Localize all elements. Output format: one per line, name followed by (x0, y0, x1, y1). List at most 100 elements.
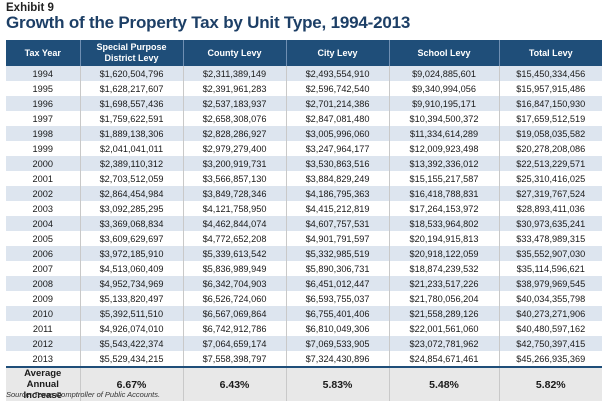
table-row: 1997 $1,759,622,591 $2,658,308,076 $2,847,0… (6, 111, 602, 126)
cell-school: $13,392,336,012 (389, 156, 500, 171)
cell-city: $2,596,742,540 (286, 81, 390, 96)
cell-school: $12,009,923,498 (389, 141, 500, 156)
cell-tax-year: 2007 (6, 261, 81, 276)
cell-total: $40,034,355,798 (499, 291, 602, 306)
cell-school: $20,194,915,813 (389, 231, 500, 246)
column-header-tax-year: Tax Year (6, 40, 81, 66)
average-label: Average Annual Increase (6, 366, 81, 401)
table-row: 2004 $3,369,068,834 $4,462,844,074 $4,607,7… (6, 216, 602, 231)
cell-special-purpose: $1,889,138,306 (80, 126, 184, 141)
column-header-school: School Levy (389, 40, 500, 66)
cell-tax-year: 2005 (6, 231, 81, 246)
table-row: 1999 $2,041,041,011 $2,979,279,400 $3,247,9… (6, 141, 602, 156)
cell-county: $3,200,919,731 (183, 156, 287, 171)
cell-school: $24,854,671,461 (389, 351, 500, 367)
cell-school: $18,874,239,532 (389, 261, 500, 276)
table-row: 2008 $4,952,734,969 $6,342,704,903 $6,451,0… (6, 276, 602, 291)
source-note: Source: Texas Comptroller of Public Acco… (6, 390, 161, 399)
cell-tax-year: 1998 (6, 126, 81, 141)
cell-tax-year: 2008 (6, 276, 81, 291)
cell-tax-year: 2006 (6, 246, 81, 261)
cell-special-purpose: $2,389,110,312 (80, 156, 184, 171)
column-header-county: County Levy (183, 40, 287, 66)
cell-special-purpose: $1,628,217,607 (80, 81, 184, 96)
cell-tax-year: 2011 (6, 321, 81, 336)
average-row: Average Annual Increase 6.67% 6.43% 5.83… (6, 366, 602, 401)
cell-total: $22,513,229,571 (499, 156, 602, 171)
cell-county: $7,064,659,174 (183, 336, 287, 351)
cell-county: $6,342,704,903 (183, 276, 287, 291)
column-header-city: City Levy (286, 40, 390, 66)
cell-school: $21,780,056,204 (389, 291, 500, 306)
cell-county: $2,311,389,149 (183, 66, 287, 81)
cell-county: $5,339,613,542 (183, 246, 287, 261)
cell-county: $2,537,183,937 (183, 96, 287, 111)
table-row: 2007 $4,513,060,409 $5,836,989,949 $5,890,3… (6, 261, 602, 276)
cell-tax-year: 2013 (6, 351, 81, 367)
cell-total: $16,847,150,930 (499, 96, 602, 111)
cell-county: $4,121,758,950 (183, 201, 287, 216)
cell-city: $3,247,964,177 (286, 141, 390, 156)
cell-special-purpose: $1,698,557,436 (80, 96, 184, 111)
cell-county: $7,558,398,797 (183, 351, 287, 367)
cell-school: $9,340,994,056 (389, 81, 500, 96)
cell-city: $3,005,996,060 (286, 126, 390, 141)
average-county: 6.43% (183, 366, 287, 401)
cell-city: $3,530,863,516 (286, 156, 390, 171)
cell-tax-year: 2012 (6, 336, 81, 351)
cell-total: $20,278,208,086 (499, 141, 602, 156)
cell-special-purpose: $5,529,434,215 (80, 351, 184, 367)
table-row: 2005 $3,609,629,697 $4,772,652,208 $4,901,7… (6, 231, 602, 246)
cell-special-purpose: $1,759,622,591 (80, 111, 184, 126)
cell-county: $4,772,652,208 (183, 231, 287, 246)
page-title: Growth of the Property Tax by Unit Type,… (6, 13, 411, 32)
cell-total: $30,973,635,241 (499, 216, 602, 231)
property-tax-table: Tax Year Special Purpose District Levy C… (6, 40, 602, 401)
table-row: 2001 $2,703,512,059 $3,566,857,130 $3,884,8… (6, 171, 602, 186)
table-row: 2003 $3,092,285,295 $4,121,758,950 $4,415,2… (6, 201, 602, 216)
cell-special-purpose: $2,864,454,984 (80, 186, 184, 201)
cell-city: $5,332,985,519 (286, 246, 390, 261)
cell-county: $2,391,961,283 (183, 81, 287, 96)
cell-tax-year: 1997 (6, 111, 81, 126)
table-row: 2006 $3,972,185,910 $5,339,613,542 $5,332,9… (6, 246, 602, 261)
cell-school: $11,334,614,289 (389, 126, 500, 141)
cell-total: $45,266,935,369 (499, 351, 602, 367)
table-row: 1995 $1,628,217,607 $2,391,961,283 $2,596,7… (6, 81, 602, 96)
cell-county: $3,849,728,346 (183, 186, 287, 201)
cell-total: $28,893,411,036 (499, 201, 602, 216)
cell-city: $6,810,049,306 (286, 321, 390, 336)
cell-school: $9,024,885,601 (389, 66, 500, 81)
cell-city: $2,701,214,386 (286, 96, 390, 111)
cell-school: $10,394,500,372 (389, 111, 500, 126)
cell-special-purpose: $5,543,422,374 (80, 336, 184, 351)
cell-total: $15,450,334,456 (499, 66, 602, 81)
cell-school: $9,910,195,171 (389, 96, 500, 111)
cell-county: $2,828,286,927 (183, 126, 287, 141)
cell-county: $2,979,279,400 (183, 141, 287, 156)
cell-total: $19,058,035,582 (499, 126, 602, 141)
cell-school: $16,418,788,831 (389, 186, 500, 201)
cell-city: $4,186,795,363 (286, 186, 390, 201)
header-row: Tax Year Special Purpose District Levy C… (6, 40, 602, 66)
cell-tax-year: 2003 (6, 201, 81, 216)
cell-city: $4,901,791,597 (286, 231, 390, 246)
table-row: 2000 $2,389,110,312 $3,200,919,731 $3,530,8… (6, 156, 602, 171)
table-row: 2002 $2,864,454,984 $3,849,728,346 $4,186,7… (6, 186, 602, 201)
column-header-total: Total Levy (499, 40, 602, 66)
average-total: 5.82% (499, 366, 602, 401)
cell-county: $2,658,308,076 (183, 111, 287, 126)
cell-special-purpose: $3,092,285,295 (80, 201, 184, 216)
cell-county: $6,567,069,864 (183, 306, 287, 321)
cell-total: $27,319,767,524 (499, 186, 602, 201)
cell-special-purpose: $1,620,504,796 (80, 66, 184, 81)
cell-city: $2,493,554,910 (286, 66, 390, 81)
cell-school: $20,918,122,059 (389, 246, 500, 261)
cell-tax-year: 2004 (6, 216, 81, 231)
cell-tax-year: 1999 (6, 141, 81, 156)
cell-total: $42,750,397,415 (499, 336, 602, 351)
cell-city: $6,593,755,037 (286, 291, 390, 306)
table-row: 1996 $1,698,557,436 $2,537,183,937 $2,701,2… (6, 96, 602, 111)
cell-school: $17,264,153,972 (389, 201, 500, 216)
table-row: 2012 $5,543,422,374 $7,064,659,174 $7,069,5… (6, 336, 602, 351)
